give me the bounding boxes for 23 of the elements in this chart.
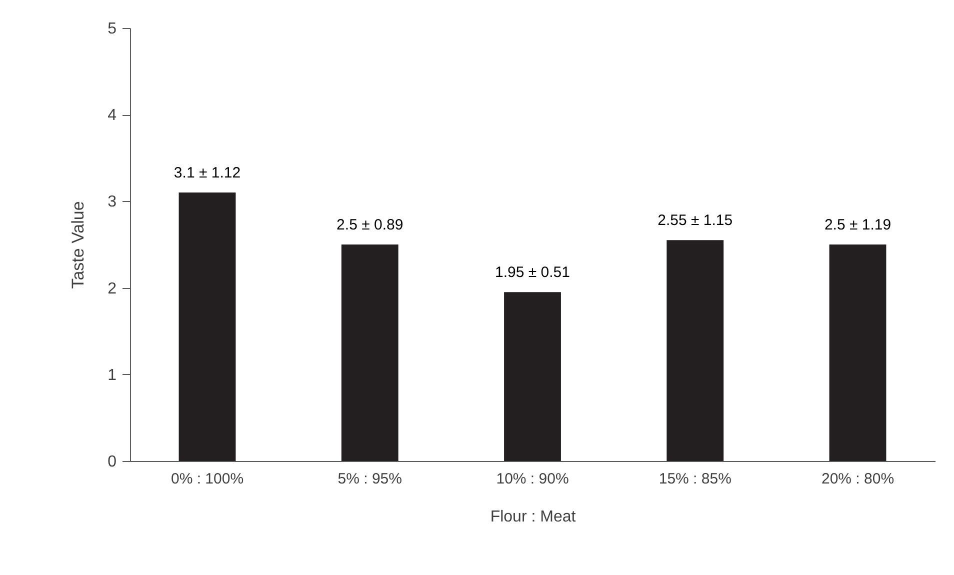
y-tick-label: 1 [108,366,117,384]
bar [666,240,724,461]
data-label: 3.1 ± 1.12 [174,164,241,182]
x-axis-title: Flour : Meat [490,508,576,526]
data-label: 2.55 ± 1.15 [658,212,733,230]
y-tick-label: 5 [108,20,117,38]
x-tick-label: 15% : 85% [658,470,732,488]
x-tick-label: 5% : 95% [338,470,402,488]
y-tick-label: 4 [108,107,117,124]
bar [341,244,398,461]
data-label: 1.95 ± 0.51 [495,264,570,282]
data-label: 2.5 ± 0.89 [336,216,404,234]
y-tick-label: 0 [108,454,117,470]
bar [829,244,886,461]
bar [178,192,236,461]
y-axis-title: Taste Value [68,201,88,289]
x-tick-label: 20% : 80% [821,470,894,488]
bar [504,292,561,461]
x-tick-label: 10% : 90% [496,470,569,488]
data-label: 2.5 ± 1.19 [824,216,892,234]
y-tick-label: 3 [108,194,117,211]
y-tick-label: 2 [108,280,117,298]
x-tick-label: 0% : 100% [170,470,244,488]
